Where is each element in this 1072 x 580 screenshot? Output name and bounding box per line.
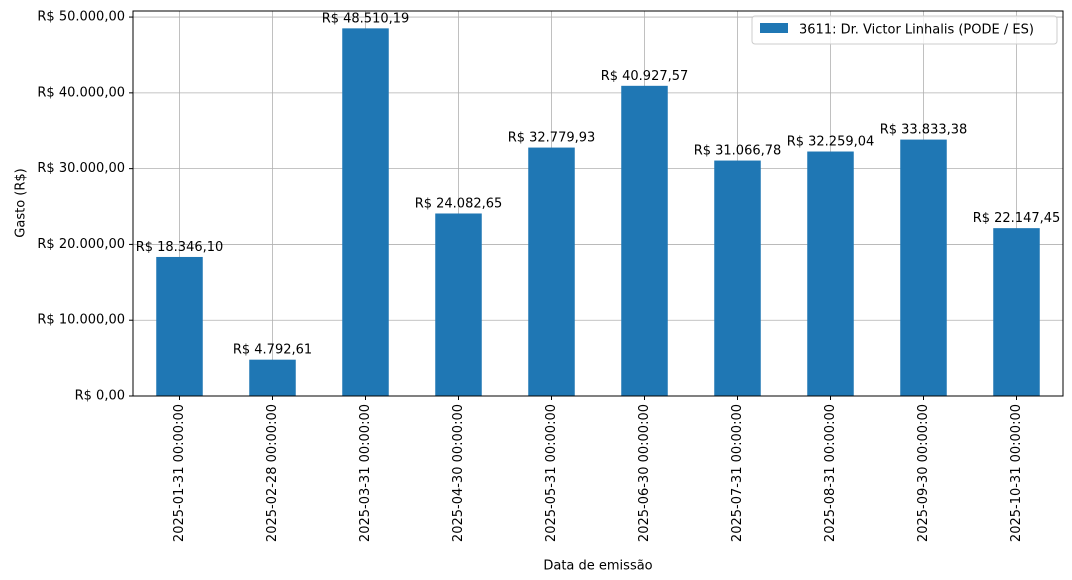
x-tick-label: 2025-07-31 00:00:00 bbox=[730, 404, 745, 542]
plot-frame bbox=[132, 10, 1064, 397]
bar-value-label: R$ 24.082,65 bbox=[415, 196, 503, 211]
bar bbox=[993, 228, 1040, 396]
bar bbox=[342, 28, 389, 396]
legend: 3611: Dr. Victor Linhalis (PODE / ES) bbox=[751, 15, 1058, 45]
bar bbox=[528, 147, 575, 396]
x-tick-label: 2025-09-30 00:00:00 bbox=[916, 404, 931, 542]
x-axis: 2025-01-31 00:00:00 2025-02-28 00:00:00 20… bbox=[172, 396, 1024, 542]
legend-box bbox=[751, 15, 1058, 45]
bar bbox=[156, 256, 203, 396]
x-tick-label: 2025-08-31 00:00:00 bbox=[823, 404, 838, 542]
y-tick-label: R$ 0,00 bbox=[75, 389, 125, 404]
bars bbox=[156, 28, 1040, 396]
bar-value-label: R$ 22.147,45 bbox=[973, 211, 1061, 226]
y-tick-label: R$ 10.000,00 bbox=[37, 313, 125, 328]
legend-swatch bbox=[760, 23, 788, 33]
bar-value-label: R$ 32.779,93 bbox=[508, 131, 596, 146]
y-tick-label: R$ 20.000,00 bbox=[37, 237, 125, 252]
y-axis-label: Gasto (R$) bbox=[14, 168, 29, 237]
bar bbox=[621, 85, 668, 396]
y-tick-label: R$ 30.000,00 bbox=[37, 161, 125, 176]
bar-value-label: R$ 48.510,19 bbox=[322, 11, 410, 26]
x-axis-label: Data de emissão bbox=[543, 559, 652, 574]
x-tick-label: 2025-06-30 00:00:00 bbox=[637, 404, 652, 542]
bar bbox=[900, 139, 947, 396]
bar bbox=[435, 213, 482, 396]
y-tick-label: R$ 40.000,00 bbox=[37, 85, 125, 100]
y-axis: R$ 0,00 R$ 10.000,00 R$ 20.000,00 R$ 30.000… bbox=[37, 10, 133, 404]
x-tick-label: 2025-05-31 00:00:00 bbox=[544, 404, 559, 542]
bar bbox=[249, 359, 296, 396]
bar-value-label: R$ 32.259,04 bbox=[787, 135, 875, 150]
x-tick-label: 2025-10-31 00:00:00 bbox=[1009, 404, 1024, 542]
bar-value-label: R$ 31.066,78 bbox=[694, 144, 782, 159]
bar-value-label: R$ 4.792,61 bbox=[233, 343, 312, 358]
legend-entry: 3611: Dr. Victor Linhalis (PODE / ES) bbox=[799, 23, 1034, 38]
bar-value-label: R$ 40.927,57 bbox=[601, 69, 689, 84]
bar bbox=[714, 160, 761, 396]
x-tick-label: 2025-03-31 00:00:00 bbox=[358, 404, 373, 542]
bar bbox=[807, 151, 854, 396]
x-tick-label: 2025-01-31 00:00:00 bbox=[172, 404, 187, 542]
bar-value-label: R$ 18.346,10 bbox=[136, 240, 224, 255]
bar-labels: R$ 18.346,10 R$ 4.792,61 R$ 48.510,19 R$ 24… bbox=[136, 11, 1061, 357]
x-tick-label: 2025-02-28 00:00:00 bbox=[265, 404, 280, 542]
bar-value-label: R$ 33.833,38 bbox=[880, 123, 968, 138]
y-tick-label: R$ 50.000,00 bbox=[37, 10, 125, 25]
x-tick-label: 2025-04-30 00:00:00 bbox=[451, 404, 466, 542]
